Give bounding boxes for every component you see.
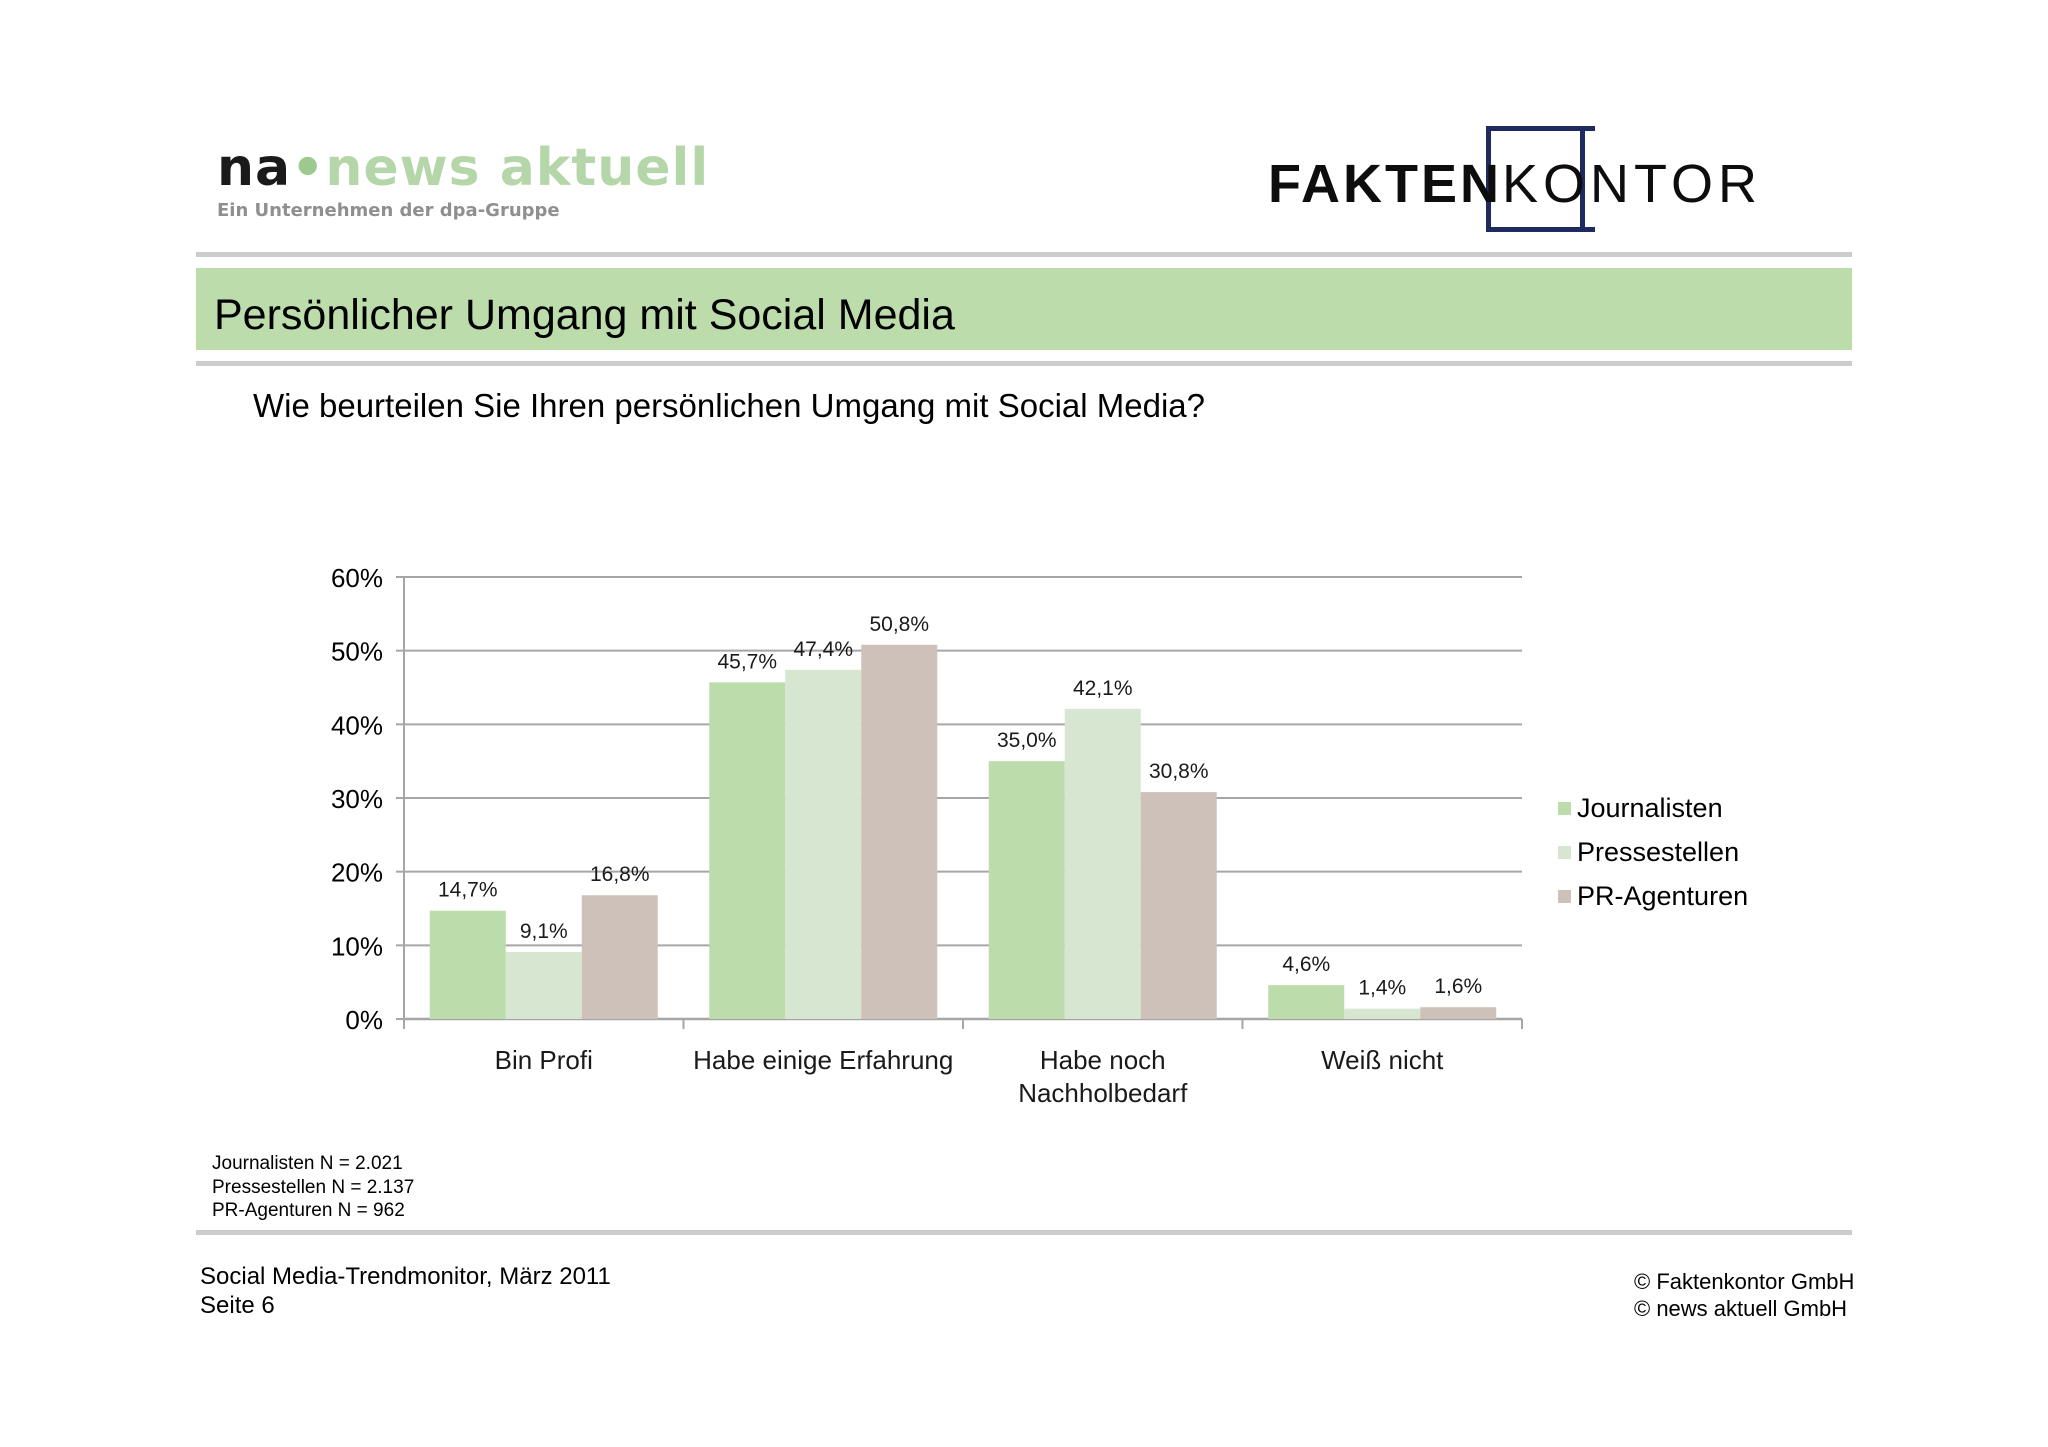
bar xyxy=(709,682,786,1019)
note-pr-agenturen: PR-Agenturen N = 962 xyxy=(212,1200,405,1221)
note-pressestellen: Pressestellen N = 2.137 xyxy=(212,1176,415,1198)
chart-legend: Journalisten Pressestellen PR-Agenturen xyxy=(1558,786,1748,918)
bar xyxy=(1268,985,1345,1019)
faktenkontor-logo: FAKTENKONTOR xyxy=(1268,126,1812,238)
bar xyxy=(1344,1008,1421,1019)
copyright-faktenkontor: © Faktenkontor GmbH xyxy=(1634,1269,1855,1294)
footer-source: Social Media-Trendmonitor, März 2011 Sei… xyxy=(200,1262,611,1320)
y-tick-label: 10% xyxy=(331,931,383,961)
y-tick-label: 40% xyxy=(331,710,383,740)
title-band xyxy=(196,268,1852,350)
footer-copyright: © Faktenkontor GmbH © news aktuell GmbH xyxy=(1634,1268,1854,1322)
logo-light-part: KONTOR xyxy=(1502,154,1763,214)
header-divider xyxy=(196,252,1852,257)
y-tick-label: 0% xyxy=(345,1005,383,1035)
x-category-label: Weiß nicht xyxy=(1321,1045,1444,1075)
survey-question: Wie beurteilen Sie Ihren persönlichen Um… xyxy=(253,387,1205,424)
legend-item-pr-agenturen: PR-Agenturen xyxy=(1558,874,1748,918)
data-label: 42,1% xyxy=(1073,677,1133,700)
legend-item-journalisten: Journalisten xyxy=(1558,786,1748,830)
footer-source-text: Social Media-Trendmonitor, März 2011 xyxy=(200,1263,611,1290)
bar xyxy=(1140,792,1217,1019)
x-category-label: Habe noch Nachholbedarf xyxy=(1018,1045,1188,1108)
y-tick-label: 50% xyxy=(331,637,383,667)
slide-title: Persönlicher Umgang mit Social Media xyxy=(214,291,955,339)
bar xyxy=(429,910,506,1019)
data-label: 14,7% xyxy=(438,879,498,902)
data-label: 45,7% xyxy=(717,650,777,673)
data-label: 16,8% xyxy=(590,863,650,886)
news-aktuell-logo: na•news aktuell Ein Unternehmen der dpa-… xyxy=(217,138,708,228)
legend-swatch-pressestellen xyxy=(1558,845,1571,859)
x-category-label: Bin Profi xyxy=(495,1045,593,1075)
sample-size-notes: Journalisten N = 2.021 Pressestellen N =… xyxy=(212,1152,414,1223)
bar xyxy=(1064,708,1141,1019)
bar xyxy=(861,644,938,1019)
copyright-news-aktuell: © news aktuell GmbH xyxy=(1634,1296,1848,1321)
legend-swatch-journalisten xyxy=(1558,801,1571,815)
logo-tagline: Ein Unternehmen der dpa-Gruppe xyxy=(217,200,560,221)
data-label: 9,1% xyxy=(520,920,568,943)
logo-bold-part: FAKTEN xyxy=(1268,154,1502,214)
x-category-label: Habe einige Erfahrung xyxy=(693,1045,953,1075)
y-tick-label: 60% xyxy=(331,563,383,593)
bar xyxy=(581,895,658,1019)
title-divider xyxy=(196,361,1852,366)
logo-prefix: na xyxy=(217,138,292,198)
note-journalisten: Journalisten N = 2.021 xyxy=(212,1153,403,1174)
data-label: 4,6% xyxy=(1282,953,1330,976)
footer-page-number: Seite 6 xyxy=(200,1292,275,1319)
logo-dot: • xyxy=(291,138,326,198)
legend-label-pr-agenturen: PR-Agenturen xyxy=(1577,880,1749,911)
legend-item-pressestellen: Pressestellen xyxy=(1558,830,1748,874)
footer-divider xyxy=(196,1230,1852,1235)
logo-bracket-icon xyxy=(1486,126,1595,232)
bar xyxy=(505,951,582,1019)
legend-label-pressestellen: Pressestellen xyxy=(1577,836,1740,867)
legend-label-journalisten: Journalisten xyxy=(1577,792,1723,823)
faktenkontor-wordmark: FAKTENKONTOR xyxy=(1268,154,1762,214)
data-label: 30,8% xyxy=(1149,760,1209,783)
y-tick-label: 30% xyxy=(331,784,383,814)
data-label: 35,0% xyxy=(997,729,1057,752)
news-aktuell-wordmark: na•news aktuell xyxy=(217,138,708,198)
data-label: 1,6% xyxy=(1434,975,1482,998)
y-tick-label: 20% xyxy=(331,858,383,888)
bar xyxy=(988,761,1065,1019)
legend-swatch-pr-agenturen xyxy=(1558,889,1571,903)
bar xyxy=(785,669,862,1019)
data-label: 1,4% xyxy=(1358,977,1406,1000)
data-label: 50,8% xyxy=(869,613,929,636)
logo-name: news aktuell xyxy=(325,138,710,198)
data-label: 47,4% xyxy=(793,638,853,661)
bar xyxy=(1420,1007,1497,1019)
